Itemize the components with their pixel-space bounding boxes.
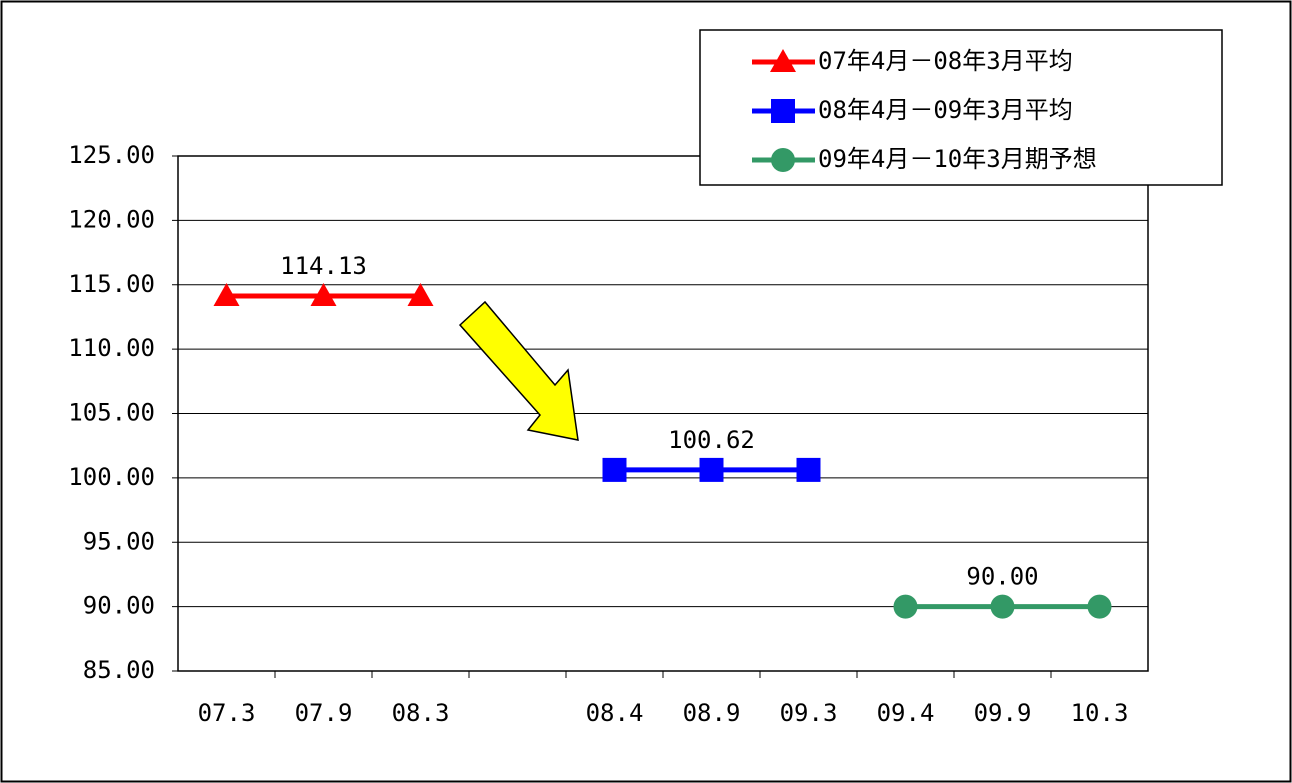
marker [893, 594, 918, 619]
x-tick-label: 09.4 [877, 699, 935, 727]
marker [990, 594, 1015, 619]
marker [699, 457, 724, 482]
legend-label: 09年4月－10年3月期予想 [818, 145, 1097, 173]
data-label: 90.00 [966, 563, 1038, 591]
y-tick-label: 95.00 [83, 527, 155, 555]
marker [407, 282, 434, 306]
y-tick-label: 85.00 [83, 656, 155, 684]
y-tick-label: 120.00 [68, 205, 155, 233]
legend-label: 07年4月－08年3月平均 [818, 47, 1073, 75]
legend-marker [770, 49, 796, 72]
x-tick-label: 09.3 [780, 699, 838, 727]
x-tick-label: 07.3 [198, 699, 256, 727]
y-tick-label: 100.00 [68, 463, 155, 491]
data-label: 114.13 [280, 252, 367, 280]
legend-label: 08年4月－09年3月平均 [818, 96, 1073, 124]
x-tick-label: 08.9 [683, 699, 741, 727]
marker [796, 457, 821, 482]
y-tick-label: 105.00 [68, 399, 155, 427]
x-tick-label: 07.9 [295, 699, 353, 727]
marker [602, 457, 627, 482]
data-label: 100.62 [668, 426, 755, 454]
x-tick-label: 09.9 [974, 699, 1032, 727]
trend-arrow [458, 300, 579, 441]
marker [310, 282, 337, 306]
marker [213, 282, 240, 306]
y-tick-label: 125.00 [68, 141, 155, 169]
y-tick-label: 110.00 [68, 334, 155, 362]
x-tick-label: 08.4 [586, 699, 644, 727]
y-tick-label: 90.00 [83, 592, 155, 620]
x-tick-label: 08.3 [392, 699, 450, 727]
marker [1087, 594, 1112, 619]
legend-marker [771, 148, 795, 172]
x-tick-label: 10.3 [1071, 699, 1129, 727]
y-tick-label: 115.00 [68, 270, 155, 298]
legend-marker [771, 99, 795, 123]
